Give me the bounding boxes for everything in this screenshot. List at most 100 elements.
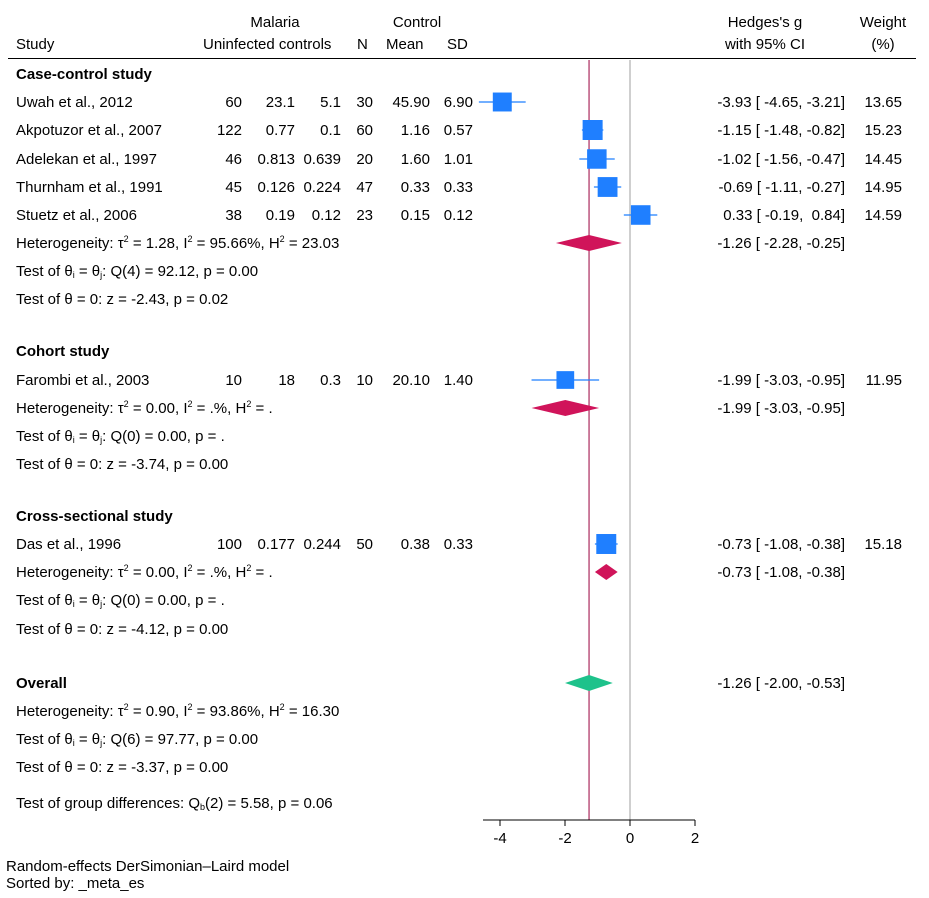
header-sd: SD xyxy=(447,36,468,53)
header-n: N xyxy=(357,36,368,53)
x-tick-label: 2 xyxy=(691,830,699,847)
study-name: Adelekan et al., 1997 xyxy=(16,151,157,168)
subgroup-effect-ci: -1.26 [ -2.28, -0.25] xyxy=(717,235,845,252)
group-title: Cross-sectional study xyxy=(16,508,173,525)
header-weight-line2: (%) xyxy=(871,36,895,53)
mal-n: 122 xyxy=(216,122,242,139)
ctl-n: 23 xyxy=(356,207,373,224)
header-uninfected-controls: Uninfected controls xyxy=(203,36,332,53)
footer-model: Random-effects DerSimonian–Laird model xyxy=(6,858,290,875)
x-tick-label: -2 xyxy=(558,830,571,847)
mal-sd: 5.1 xyxy=(320,94,341,111)
mal-sd: 0.12 xyxy=(311,207,341,224)
header-malaria: Malaria xyxy=(250,14,300,31)
study-name: Das et al., 1996 xyxy=(16,536,122,553)
homogeneity-test: Test of θi = θj: Q(0) = 0.00, p = . xyxy=(16,428,225,445)
heterogeneity-stats: Heterogeneity: τ2 = 0.90, I2 = 93.86%, H… xyxy=(16,702,340,721)
ctl-n: 20 xyxy=(356,151,373,168)
overall-title: Overall xyxy=(16,675,67,692)
mal-mean: 0.126 xyxy=(257,179,295,196)
mal-mean: 0.177 xyxy=(257,536,295,553)
subgroup-diamond xyxy=(594,564,618,580)
weight: 11.95 xyxy=(865,372,902,389)
mal-n: 38 xyxy=(225,207,242,224)
study-marker xyxy=(597,177,618,197)
ctl-n: 60 xyxy=(356,122,373,139)
mal-mean: 18 xyxy=(278,372,295,389)
weight: 14.95 xyxy=(864,179,902,196)
ctl-mean: 1.60 xyxy=(400,151,430,168)
ctl-n: 30 xyxy=(356,94,373,111)
subgroup-diamond xyxy=(531,400,600,416)
heterogeneity-stats: Heterogeneity: τ2 = 0.00, I2 = .%, H2 = … xyxy=(16,563,273,582)
z-test: Test of θ = 0: z = -2.43, p = 0.02 xyxy=(16,291,229,308)
mal-sd: 0.1 xyxy=(320,122,341,139)
header-control: Control xyxy=(392,14,442,31)
study-marker xyxy=(556,371,575,389)
header-mean: Mean xyxy=(386,36,424,53)
ctl-mean: 45.90 xyxy=(392,94,430,111)
ctl-mean: 0.38 xyxy=(400,536,430,553)
mal-mean: 0.77 xyxy=(265,122,295,139)
z-test: Test of θ = 0: z = -3.74, p = 0.00 xyxy=(16,456,229,473)
header-effect-line2: with 95% CI xyxy=(724,36,806,53)
mal-sd: 0.244 xyxy=(303,536,341,553)
group-title: Case-control study xyxy=(16,66,152,83)
effect-ci: -0.73 [ -1.08, -0.38] xyxy=(717,536,845,553)
effect-ci: -1.02 [ -1.56, -0.47] xyxy=(717,151,845,168)
effect-ci: -0.69 [ -1.11, -0.27] xyxy=(718,179,845,196)
mal-n: 100 xyxy=(216,536,242,553)
mal-mean: 0.813 xyxy=(257,151,295,168)
ctl-mean: 0.33 xyxy=(400,179,430,196)
weight: 15.23 xyxy=(864,122,902,139)
subgroup-effect-ci: -0.73 [ -1.08, -0.38] xyxy=(717,564,845,581)
weight: 15.18 xyxy=(864,536,902,553)
study-name: Stuetz et al., 2006 xyxy=(16,207,137,224)
ctl-sd: 0.33 xyxy=(443,179,473,196)
ctl-sd: 0.12 xyxy=(443,207,473,224)
ctl-mean: 0.15 xyxy=(400,207,430,224)
ctl-sd: 6.90 xyxy=(443,94,473,111)
x-tick-label: 0 xyxy=(626,830,634,847)
study-marker xyxy=(587,149,607,169)
ctl-mean: 20.10 xyxy=(392,372,430,389)
effect-ci: -1.15 [ -1.48, -0.82] xyxy=(717,122,845,139)
ctl-n: 50 xyxy=(356,536,373,553)
header-effect-line1: Hedges's g xyxy=(727,14,803,31)
header-rule xyxy=(8,58,916,59)
heterogeneity-stats: Heterogeneity: τ2 = 0.00, I2 = .%, H2 = … xyxy=(16,399,273,418)
subgroup-effect-ci: -1.99 [ -3.03, -0.95] xyxy=(717,400,845,417)
weight: 14.59 xyxy=(864,207,902,224)
mal-mean: 0.19 xyxy=(265,207,295,224)
z-test: Test of θ = 0: z = -4.12, p = 0.00 xyxy=(16,621,229,638)
study-name: Akpotuzor et al., 2007 xyxy=(16,122,162,139)
ctl-sd: 0.33 xyxy=(443,536,473,553)
ctl-sd: 1.01 xyxy=(443,151,473,168)
group-difference-test: Test of group differences: Qb(2) = 5.58,… xyxy=(16,795,333,812)
study-marker xyxy=(582,120,603,140)
study-marker xyxy=(630,205,651,225)
study-name: Uwah et al., 2012 xyxy=(16,94,133,111)
footer-sort: Sorted by: _meta_es xyxy=(6,875,145,892)
ctl-mean: 1.16 xyxy=(400,122,430,139)
homogeneity-test: Test of θi = θj: Q(0) = 0.00, p = . xyxy=(16,592,225,609)
study-marker xyxy=(492,92,512,112)
ctl-sd: 1.40 xyxy=(443,372,473,389)
overall-effect-ci: -1.26 [ -2.00, -0.53] xyxy=(717,675,845,692)
mal-sd: 0.639 xyxy=(303,151,341,168)
weight: 13.65 xyxy=(864,94,902,111)
group-title: Cohort study xyxy=(16,343,110,360)
mal-n: 46 xyxy=(225,151,242,168)
heterogeneity-stats: Heterogeneity: τ2 = 1.28, I2 = 95.66%, H… xyxy=(16,234,340,253)
homogeneity-test: Test of θi = θj: Q(6) = 97.77, p = 0.00 xyxy=(16,731,259,748)
ctl-n: 10 xyxy=(356,372,373,389)
overall-diamond xyxy=(565,675,613,691)
mal-sd: 0.3 xyxy=(320,372,341,389)
homogeneity-test: Test of θi = θj: Q(4) = 92.12, p = 0.00 xyxy=(16,263,259,280)
effect-ci: 0.33 [ -0.19, 0.84] xyxy=(723,207,845,224)
header-study: Study xyxy=(16,36,55,53)
x-tick-label: -4 xyxy=(493,830,506,847)
subgroup-diamond xyxy=(555,235,622,251)
study-name: Farombi et al., 2003 xyxy=(16,372,150,389)
